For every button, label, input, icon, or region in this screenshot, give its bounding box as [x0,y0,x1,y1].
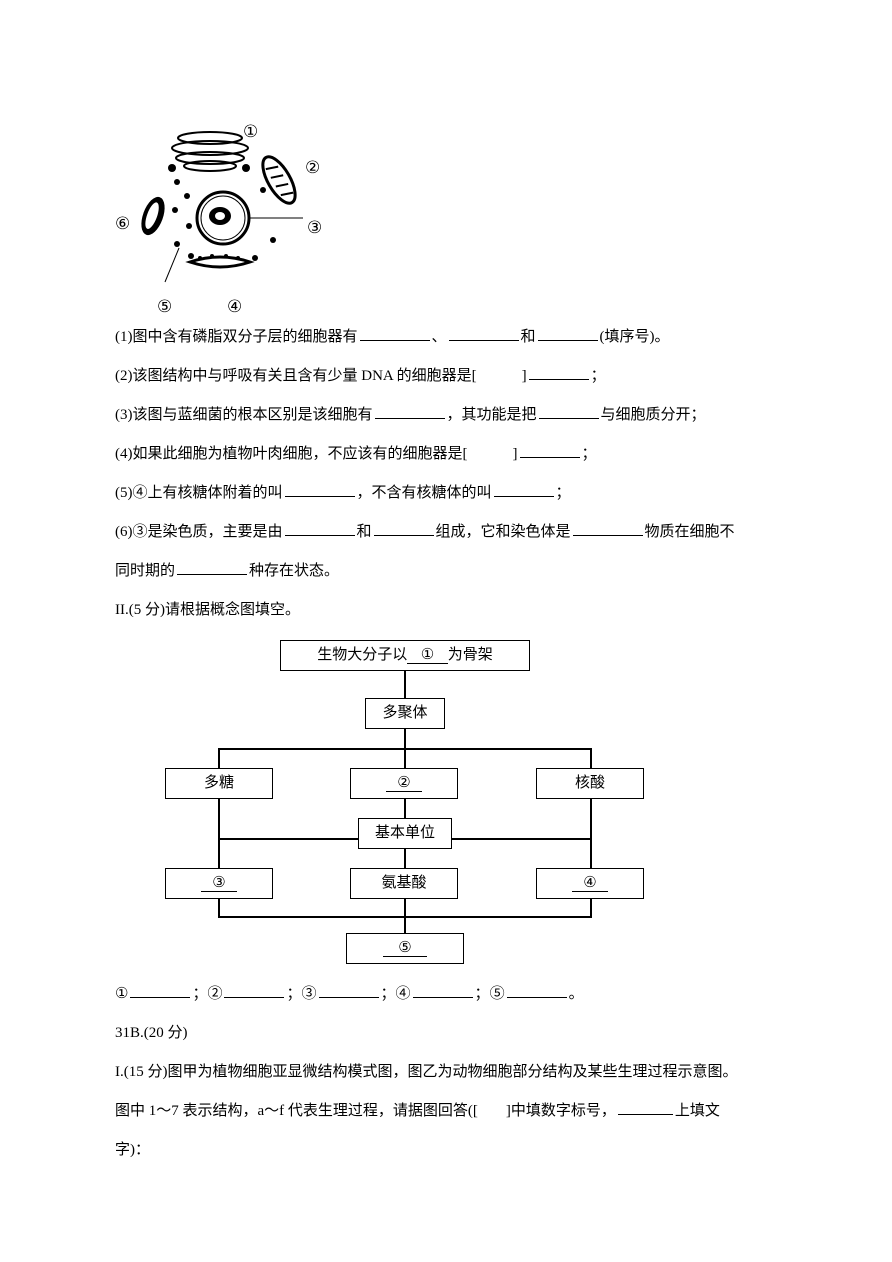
fi-blank-2 [224,983,284,998]
cm-nucleic-acid-box: 核酸 [536,768,644,799]
q1-post: (填序号)。 [600,329,670,345]
s31-p2-pre: 图中 1～7 表示结构，a～f 代表生理过程，请据图回答([ [115,1103,478,1119]
q6-blank-2 [374,521,434,536]
q6-mid1: 和 [357,524,372,540]
cm-top-box: 生物大分子以 ① 为骨架 [280,640,530,671]
fi-s3: ； [381,986,396,1002]
cm-blank-5-box: ⑤ [346,933,464,964]
label-6: ⑥ [115,202,130,246]
cm-top-post: 为骨架 [448,647,493,663]
q2-mid: ] [522,368,527,384]
section-31b-p2: 图中 1～7 表示结构，a～f 代表生理过程，请据图回答([ ]中填数字标号， 上填… [115,1092,777,1131]
cm-blank-2-box: ② [350,768,458,799]
q1-blank-2 [449,326,519,341]
s31-blank [618,1100,673,1115]
q6-mid2: 组成，它和染色体是 [436,524,571,540]
question-6-line2: 同时期的 种存在状态。 [115,552,777,591]
section-31b-p1: I.(15 分)图甲为植物细胞亚显微结构模式图，图乙为动物细胞部分结构及某些生理… [115,1053,777,1092]
q1-sep1: 、 [432,329,447,345]
q5-pre: (5)④上有核糖体附着的叫 [115,485,283,501]
label-5: ⑤ [157,285,172,329]
section-31b-p3: 字)： [115,1131,777,1170]
q5-post: ； [556,485,571,501]
q3-mid: ，其功能是把 [447,407,537,423]
label-3: ③ [307,206,322,250]
q2-blank [529,365,589,380]
fi-blank-1 [130,983,190,998]
cm-blank-3-box: ③ [165,868,273,899]
question-1: (1)图中含有磷脂双分子层的细胞器有 、 和 (填序号)。 [115,318,777,357]
fi-3: ③ [302,986,317,1002]
question-2: (2)该图结构中与呼吸有关且含有少量 DNA 的细胞器是[] ； [115,357,777,396]
q3-blank-2 [539,404,599,419]
q5-blank-2 [494,482,554,497]
q6-blank-3 [573,521,643,536]
q6-pre: (6)③是染色质，主要是由 [115,524,283,540]
q6-mid3: 物质在细胞不 [645,524,735,540]
q6-blank-1 [285,521,355,536]
q5-mid: ，不含有核糖体的叫 [357,485,492,501]
q1-sep2: 和 [521,329,536,345]
q2-pre: (2)该图结构中与呼吸有关且含有少量 DNA 的细胞器是[ [115,368,477,384]
question-5: (5)④上有核糖体附着的叫 ，不含有核糖体的叫 ； [115,474,777,513]
fi-2: ② [207,986,222,1002]
q6-l2-pre: 同时期的 [115,563,175,579]
fi-blank-3 [319,983,379,998]
question-6-line1: (6)③是染色质，主要是由 和 组成，它和染色体是 物质在细胞不 [115,513,777,552]
label-2: ② [305,146,320,190]
q6-blank-4 [177,560,247,575]
concept-map-diagram: 生物大分子以 ① 为骨架 多聚体 多糖 ② 核酸 基本单位 ③ 氨基酸 ④ ⑤ [150,640,660,965]
fi-1: ① [115,986,128,1002]
q2-post: ； [591,368,606,384]
fi-blank-4 [413,983,473,998]
q6-post: 种存在状态。 [249,563,339,579]
q5-blank-1 [285,482,355,497]
question-4: (4)如果此细胞为植物叶肉细胞，不应该有的细胞器是[] ； [115,435,777,474]
q1-blank-1 [360,326,430,341]
label-1: ① [243,110,258,154]
cm-top-pre: 生物大分子以 [317,647,407,663]
q4-post: ； [582,446,597,462]
q3-pre: (3)该图与蓝细菌的根本区别是该细胞有 [115,407,373,423]
q3-blank-1 [375,404,445,419]
question-3: (3)该图与蓝细菌的根本区别是该细胞有 ，其功能是把 与细胞质分开； [115,396,777,435]
q1-text-pre: (1)图中含有磷脂双分子层的细胞器有 [115,329,358,345]
fillins-line: ①；②；③；④；⑤。 [115,975,777,1014]
fi-s4: ； [475,986,490,1002]
cell-svg [115,110,330,310]
fi-end: 。 [569,986,584,1002]
fi-s2: ； [286,986,301,1002]
section-ii-heading: II.(5 分)请根据概念图填空。 [115,591,777,630]
cm-top-blank: ① [407,647,447,664]
fi-4: ④ [396,986,411,1002]
q4-pre: (4)如果此细胞为植物叶肉细胞，不应该有的细胞器是[ [115,446,468,462]
cm-blank-4-box: ④ [536,868,644,899]
section-31b-heading: 31B.(20 分) [115,1014,777,1053]
cm-polysaccharide-box: 多糖 [165,768,273,799]
q3-post: 与细胞质分开； [601,407,706,423]
cm-polymer-box: 多聚体 [365,698,445,729]
cm-amino-acid-box: 氨基酸 [350,868,458,899]
q1-blank-3 [538,326,598,341]
label-4: ④ [227,285,242,329]
q4-blank [520,443,580,458]
s31-p2-post: 上填文 [675,1103,720,1119]
fi-5: ⑤ [490,986,505,1002]
s31-p2-mid: ]中填数字标号， [506,1103,616,1119]
cm-basic-unit-box: 基本单位 [358,818,452,849]
fi-s1: ； [192,986,207,1002]
fi-blank-5 [507,983,567,998]
q4-mid: ] [513,446,518,462]
cell-organelle-diagram: ① ② ③ ④ ⑤ ⑥ [115,110,330,310]
